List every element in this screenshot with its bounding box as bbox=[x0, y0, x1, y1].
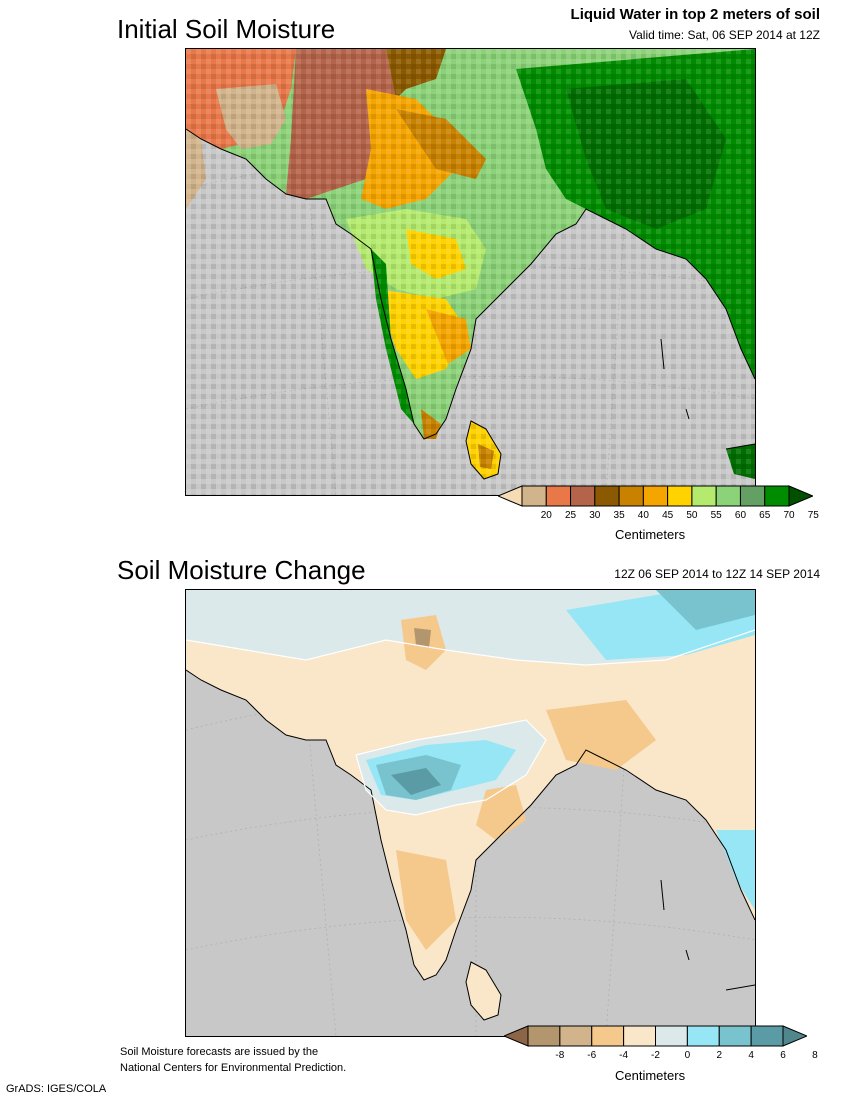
panel1-colorbar-swatch-6 bbox=[642, 485, 669, 507]
panel2-colorbar-tick-label: 4 bbox=[748, 1050, 754, 1061]
panel1-colorbar-swatch-9 bbox=[715, 485, 741, 507]
soil-moisture-change-map bbox=[185, 589, 756, 1037]
panel1-subtitle: Liquid Water in top 2 meters of soil bbox=[570, 6, 820, 23]
panel1-colorbar-tick-label: 25 bbox=[564, 510, 577, 521]
panel1-colorbar-swatch-11 bbox=[764, 485, 790, 507]
panel1-colorbar-tick-label: 45 bbox=[662, 510, 674, 521]
coastlines bbox=[186, 128, 755, 480]
panel2-colorbar-swatch-8 bbox=[750, 1025, 784, 1047]
panel2-colorbar-units: Centimeters bbox=[615, 1068, 686, 1083]
footer-note: Soil Moisture forecasts are issued by th… bbox=[120, 1044, 346, 1076]
panel1-colorbar-tick-label: 40 bbox=[637, 510, 649, 521]
coastlines bbox=[186, 669, 755, 1021]
panel1-colorbar-swatch-2 bbox=[545, 485, 572, 507]
panel1-colorbar-swatch-12 bbox=[788, 485, 815, 507]
panel1-colorbar-tick-label: 60 bbox=[734, 510, 747, 521]
panel1-colorbar-units: Centimeters bbox=[615, 527, 686, 542]
panel2-colorbar-tick-label: -4 bbox=[619, 1050, 629, 1061]
panel1-colorbar-swatch-5 bbox=[618, 485, 644, 507]
panel1-colorbar-swatch-0 bbox=[496, 485, 523, 507]
zero-contours bbox=[186, 629, 755, 816]
panel2-colorbar-swatch-5 bbox=[655, 1025, 688, 1047]
moisture-change-colorbar bbox=[502, 1022, 809, 1052]
panel1-colorbar-tick-label: 55 bbox=[710, 510, 722, 521]
panel1-colorbar-tick-label: 70 bbox=[783, 510, 795, 521]
panel2-colorbar-tick-label: 0 bbox=[684, 1050, 691, 1061]
panel1-colorbar-swatch-7 bbox=[667, 485, 693, 507]
panel1-colorbar-tick-label: 30 bbox=[589, 510, 601, 521]
panel2-colorbar-swatch-3 bbox=[591, 1025, 625, 1047]
footer-note-line1: Soil Moisture forecasts are issued by th… bbox=[120, 1046, 319, 1058]
panel1-colorbar-tick-label: 65 bbox=[759, 510, 771, 521]
panel2-colorbar-tick-label: -2 bbox=[651, 1050, 660, 1061]
panel1-colorbar-swatch-8 bbox=[691, 485, 717, 507]
panel2-colorbar-swatch-2 bbox=[559, 1025, 593, 1047]
panel1-valid-time: Valid time: Sat, 06 SEP 2014 at 12Z bbox=[628, 28, 820, 42]
footer-note-line2: National Centers for Environmental Predi… bbox=[120, 1062, 347, 1074]
panel1-colorbar-swatch-1 bbox=[521, 485, 547, 507]
panel1-colorbar-tick-label: 35 bbox=[613, 510, 625, 521]
initial-soil-moisture-map bbox=[185, 48, 756, 496]
panel1-title: Initial Soil Moisture bbox=[117, 14, 336, 44]
panel2-title: Soil Moisture Change bbox=[117, 555, 366, 585]
panel2-colorbar-swatch-0 bbox=[502, 1025, 529, 1047]
panel1-colorbar-tick-label: 75 bbox=[807, 510, 819, 521]
panel2-colorbar-tick-label: 8 bbox=[812, 1050, 818, 1061]
land-moisture-change bbox=[186, 590, 755, 1020]
panel1-colorbar-tick-label: 20 bbox=[540, 510, 552, 521]
initial-moisture-colorbar bbox=[496, 482, 815, 512]
panel1-colorbar-swatch-4 bbox=[594, 485, 620, 507]
panel1-colorbar-swatch-10 bbox=[739, 485, 766, 507]
panel2-colorbar-tick-label: 2 bbox=[716, 1050, 723, 1061]
grads-credit: GrADS: IGES/COLA bbox=[6, 1083, 107, 1095]
panel2-colorbar-swatch-9 bbox=[782, 1025, 809, 1047]
panel2-colorbar-swatch-6 bbox=[686, 1025, 720, 1047]
panel2-colorbar-swatch-7 bbox=[718, 1025, 752, 1047]
panel2-period: 12Z 06 SEP 2014 to 12Z 14 SEP 2014 bbox=[614, 567, 820, 581]
panel2-colorbar-tick-label: -8 bbox=[555, 1050, 565, 1061]
panel2-colorbar-swatch-4 bbox=[623, 1025, 656, 1047]
panel2-colorbar-tick-label: 6 bbox=[780, 1050, 786, 1061]
panel2-colorbar-tick-label: -6 bbox=[587, 1050, 597, 1061]
panel1-colorbar-swatch-3 bbox=[570, 485, 596, 507]
panel1-colorbar-tick-label: 50 bbox=[686, 510, 698, 521]
land-soil-moisture bbox=[186, 49, 755, 495]
panel2-colorbar-swatch-1 bbox=[527, 1025, 561, 1047]
